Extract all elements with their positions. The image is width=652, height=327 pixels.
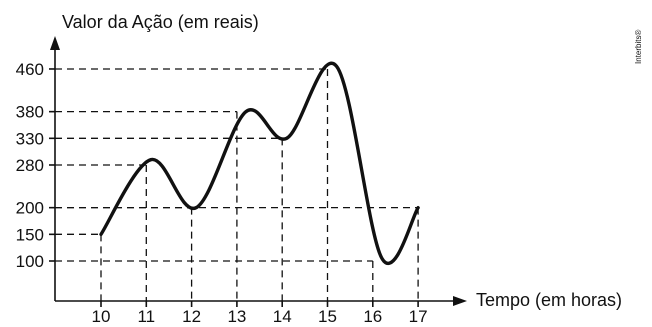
watermark-text: Interbits® bbox=[634, 30, 643, 64]
y-tick-label-200: 200 bbox=[16, 199, 44, 218]
y-tick-label-380: 380 bbox=[16, 103, 44, 122]
axes bbox=[50, 36, 467, 306]
dashed-guide-lines bbox=[55, 68, 419, 301]
y-tick-label-330: 330 bbox=[16, 129, 44, 148]
x-tick-label-12: 12 bbox=[182, 307, 201, 326]
x-tick-label-11: 11 bbox=[137, 307, 155, 326]
x-axis-title: Tempo (em horas) bbox=[476, 290, 622, 310]
x-tick-label-10: 10 bbox=[92, 307, 111, 326]
x-tick-label-13: 13 bbox=[227, 307, 246, 326]
x-tick-label-15: 15 bbox=[318, 307, 337, 326]
y-tick-label-280: 280 bbox=[16, 156, 44, 175]
y-tick-label-100: 100 bbox=[16, 252, 44, 271]
tick-labels: 100 150 200 280 330 380 460 10 11 12 13 14 15 16 17 bbox=[16, 60, 428, 326]
x-tick-label-14: 14 bbox=[273, 307, 292, 326]
x-tick-label-16: 16 bbox=[363, 307, 382, 326]
stock-value-curve bbox=[99, 61, 420, 265]
y-tick-label-460: 460 bbox=[16, 60, 44, 79]
y-axis-arrow bbox=[50, 36, 60, 50]
y-tick-label-150: 150 bbox=[16, 225, 44, 244]
x-axis-arrow bbox=[453, 296, 467, 306]
y-axis-title: Valor da Ação (em reais) bbox=[62, 12, 259, 32]
x-tick-label-17: 17 bbox=[409, 307, 428, 326]
